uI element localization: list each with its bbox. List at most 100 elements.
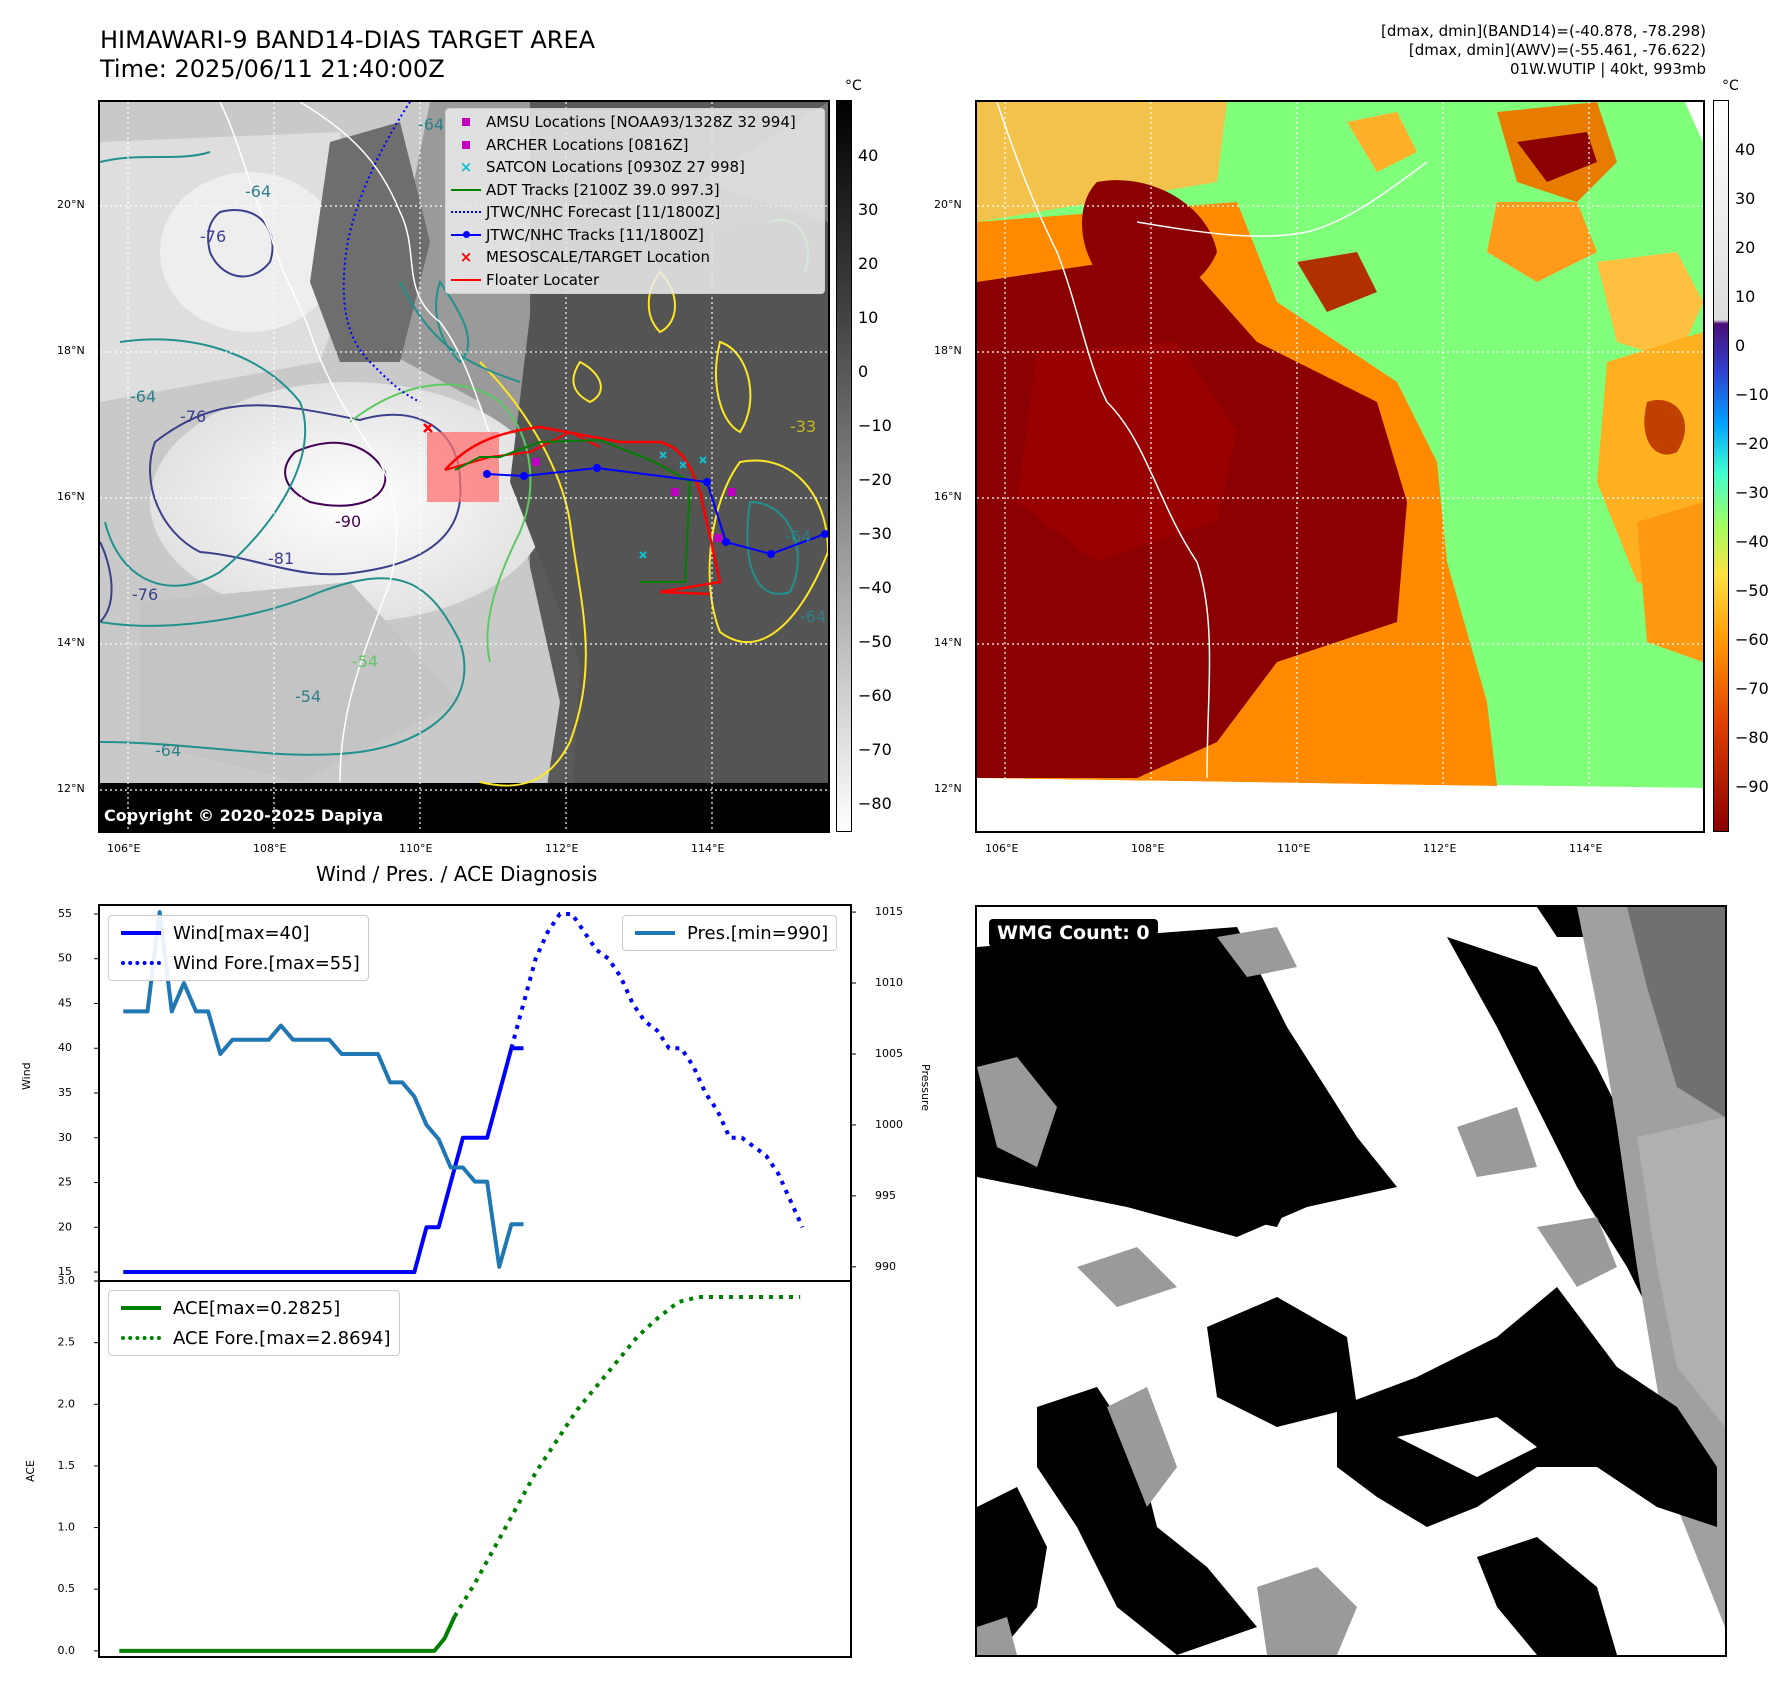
legend-ace: ACE[max=0.2825] [109,1293,399,1323]
lat-tick: 20°N [57,198,85,211]
title-line-1: HIMAWARI-9 BAND14-DIAS TARGET AREA [100,26,596,54]
wind-ytick: 15 [58,1265,72,1278]
pressure-ytick: 990 [875,1260,896,1273]
contour-label: -33 [790,417,816,436]
ace-legend: ACE[max=0.2825] ACE Fore.[max=2.8694] [108,1290,400,1356]
x-marker-icon: × [459,158,473,177]
map-legend: AMSU Locations [NOAA93/1328Z 32 994] ARC… [445,108,825,294]
lat-tick: 12°N [57,782,85,795]
color-colorbar-unit: °C [1722,78,1739,94]
pressure-legend: Pres.[min=990] [622,915,838,951]
contour-label: -76 [132,585,158,604]
lat-tick: 14°N [57,636,85,649]
legend-target: × MESOSCALE/TARGET Location [446,246,824,269]
wmg-panel: WMG Count: 0 [975,905,1727,1657]
info-line-1: [dmax, dmin](BAND14)=(-40.878, -78.298) [1381,22,1706,40]
wind-ytick: 40 [58,1041,72,1054]
contour-label: -64 [800,607,826,626]
ir-map-panel: -64 -64 -76 -64 -76 -90 -81 -76 -54 -54 … [98,100,830,833]
lat-tick: 20°N [934,198,962,211]
ace-ytick: 1.5 [58,1459,76,1472]
lon-tick: 106°E [107,842,141,855]
lat-tick: 18°N [934,344,962,357]
contour-label: -64 [418,115,444,134]
info-line-3: 01W.WUTIP | 40kt, 993mb [1510,60,1706,78]
lat-tick: 18°N [57,344,85,357]
x-marker-icon: × [459,248,473,267]
legend-wind: Wind[max=40] [109,918,368,948]
lat-tick: 16°N [934,490,962,503]
legend-satcon: × SATCON Locations [0930Z 27 998] [446,156,824,179]
contour-label: -64 [155,741,181,760]
dotted-line-icon [109,1336,173,1340]
contour-label: -64 [130,387,156,406]
lat-tick: 14°N [934,636,962,649]
line-dot-icon [446,231,486,239]
lat-tick: 12°N [934,782,962,795]
line-icon [109,1306,173,1310]
contour-label: -64 [245,182,271,201]
pressure-ytick: 1000 [875,1118,903,1131]
contour-label: -54 [295,687,321,706]
lon-tick: 114°E [691,842,725,855]
legend-adt: ADT Tracks [2100Z 39.0 997.3] [446,179,824,202]
square-marker-icon [446,140,486,149]
enhanced-map-panel [975,100,1705,833]
dotted-line-icon [109,961,173,965]
line-icon [446,278,486,281]
legend-archer: ARCHER Locations [0816Z] [446,134,824,157]
legend-pressure: Pres.[min=990] [623,918,836,948]
wind-ytick: 30 [58,1131,72,1144]
square-marker-icon [446,118,486,127]
gray-colorbar [836,100,852,832]
line-icon [446,188,486,191]
wind-ytick: 35 [58,1086,72,1099]
lon-tick: 112°E [545,842,579,855]
ace-series-line-0 [119,1615,457,1653]
ace-ytick: 3.0 [58,1274,76,1287]
wind-ytick: 20 [58,1220,72,1233]
pressure-ytick: 1005 [875,1047,903,1060]
contour-label: -64 [785,527,811,546]
info-block: [dmax, dmin](BAND14)=(-40.878, -78.298) … [1381,22,1706,79]
pressure-ytick: 1010 [875,976,903,989]
ace-series-line-1 [452,1295,801,1618]
diagnosis-title: Wind / Pres. / ACE Diagnosis [316,862,598,886]
lon-tick: 108°E [1131,842,1165,855]
pressure-ytick: 995 [875,1189,896,1202]
legend-amsu: AMSU Locations [NOAA93/1328Z 32 994] [446,111,824,134]
wmg-image [977,907,1725,1655]
dotted-line-icon [446,211,486,214]
ace-ytick: 0.0 [58,1644,76,1657]
lon-tick: 108°E [253,842,287,855]
figure-title: HIMAWARI-9 BAND14-DIAS TARGET AREA Time:… [100,26,595,84]
wind-ytick: 55 [58,907,72,920]
legend-ace-forecast: ACE Fore.[max=2.8694] [109,1323,399,1353]
enhanced-map-image [977,102,1703,831]
color-colorbar [1713,100,1729,832]
line-icon [109,931,173,935]
title-line-2: Time: 2025/06/11 21:40:00Z [100,55,445,83]
contour-label: -76 [180,407,206,426]
copyright-text: Copyright © 2020-2025 Dapiya [104,806,384,825]
series-line-1 [509,911,805,1229]
wmg-count-badge: WMG Count: 0 [989,919,1158,947]
line-icon [623,931,687,935]
lon-tick: 114°E [1569,842,1603,855]
pressure-ytick: 1015 [875,905,903,918]
wind-legend: Wind[max=40] Wind Fore.[max=55] [108,915,369,981]
contour-label: -81 [268,549,294,568]
legend-floater: Floater Locater [446,269,824,292]
legend-wind-forecast: Wind Fore.[max=55] [109,948,368,978]
info-line-2: [dmax, dmin](AWV)=(-55.461, -76.622) [1408,41,1706,59]
ace-ytick: 0.5 [58,1582,76,1595]
series-line-0 [123,1046,524,1275]
legend-jtwc-forecast: JTWC/NHC Forecast [11/1800Z] [446,201,824,224]
series-line-2 [123,910,524,1269]
lon-tick: 110°E [1277,842,1311,855]
ace-ytick: 2.5 [58,1336,76,1349]
lon-tick: 110°E [399,842,433,855]
ace-ytick: 1.0 [58,1521,76,1534]
legend-jtwc-tracks: JTWC/NHC Tracks [11/1800Z] [446,224,824,247]
contour-label: -90 [335,512,361,531]
